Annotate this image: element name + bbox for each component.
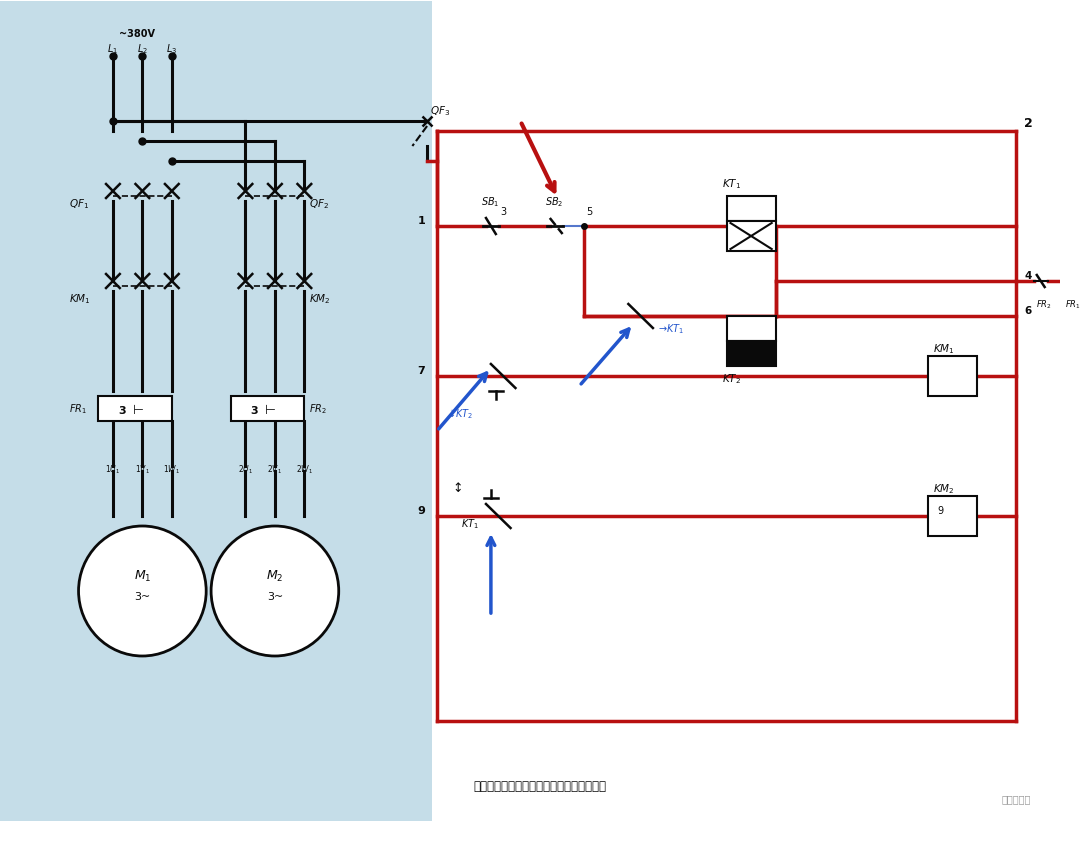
- Bar: [727, 197, 775, 222]
- Text: $1W_1$: $1W_1$: [163, 462, 180, 475]
- Text: $2V_1$: $2V_1$: [268, 462, 282, 475]
- Text: ~380V: ~380V: [120, 29, 156, 39]
- Text: $2U_1$: $2U_1$: [238, 462, 253, 475]
- Polygon shape: [0, 2, 432, 821]
- Text: $FR_1$: $FR_1$: [69, 401, 86, 415]
- Text: 3~: 3~: [267, 592, 283, 601]
- Text: 时间继电器控制顺序启动、逆顺序停止电路: 时间继电器控制顺序启动、逆顺序停止电路: [473, 779, 607, 793]
- Text: $↓KT_2$: $↓KT_2$: [447, 406, 473, 420]
- Text: $QF_2$: $QF_2$: [309, 197, 329, 211]
- Text: 3: 3: [501, 207, 507, 217]
- Text: 9: 9: [937, 505, 944, 516]
- Circle shape: [79, 526, 206, 656]
- Text: 3: 3: [251, 406, 258, 416]
- Text: $L_2$: $L_2$: [137, 42, 148, 56]
- Text: 9: 9: [417, 505, 426, 516]
- Text: ⊢: ⊢: [133, 404, 144, 417]
- Bar: [98, 397, 172, 422]
- Text: $KT_1$: $KT_1$: [461, 517, 480, 530]
- Bar: [727, 317, 775, 342]
- Text: $KT_2$: $KT_2$: [721, 372, 741, 386]
- Text: 小电工点点: 小电工点点: [1001, 793, 1031, 803]
- Text: $KM_1$: $KM_1$: [69, 292, 91, 306]
- Text: $M_1$: $M_1$: [134, 568, 151, 584]
- Bar: [928, 497, 977, 536]
- Text: 6: 6: [1024, 306, 1031, 316]
- Text: $L_1$: $L_1$: [107, 42, 119, 56]
- Text: 5: 5: [586, 207, 593, 217]
- Text: $QF_1$: $QF_1$: [69, 197, 89, 211]
- Text: $L_3$: $L_3$: [166, 42, 177, 56]
- Text: $SB_2$: $SB_2$: [545, 195, 564, 208]
- Text: $KM_2$: $KM_2$: [933, 481, 955, 495]
- Text: $SB_1$: $SB_1$: [481, 195, 500, 208]
- Bar: [727, 342, 775, 367]
- Text: ⊢: ⊢: [265, 404, 276, 417]
- Text: $M_2$: $M_2$: [266, 568, 284, 584]
- Text: $FR_1$: $FR_1$: [1065, 298, 1080, 310]
- Text: $FR_2$: $FR_2$: [1036, 298, 1052, 310]
- Text: $KM_2$: $KM_2$: [309, 292, 330, 306]
- Text: $→KT_1$: $→KT_1$: [658, 322, 684, 336]
- Bar: [928, 356, 977, 397]
- Text: $KT_1$: $KT_1$: [721, 177, 741, 190]
- Circle shape: [211, 526, 339, 656]
- Text: $QF_3$: $QF_3$: [430, 104, 450, 118]
- Text: $2W_1$: $2W_1$: [296, 462, 313, 475]
- Text: $1U_1$: $1U_1$: [105, 462, 121, 475]
- Text: 3~: 3~: [134, 592, 150, 601]
- Bar: [727, 222, 775, 251]
- Text: $FR_2$: $FR_2$: [309, 401, 327, 415]
- Text: $1V_1$: $1V_1$: [135, 462, 150, 475]
- Text: 4: 4: [1024, 270, 1031, 281]
- Text: 2: 2: [1024, 117, 1032, 130]
- Text: 3: 3: [118, 406, 125, 416]
- Text: 7: 7: [417, 366, 426, 375]
- Bar: [231, 397, 305, 422]
- Text: $KM_1$: $KM_1$: [933, 342, 955, 356]
- Text: 1: 1: [417, 216, 426, 226]
- Text: $↕$: $↕$: [451, 480, 461, 494]
